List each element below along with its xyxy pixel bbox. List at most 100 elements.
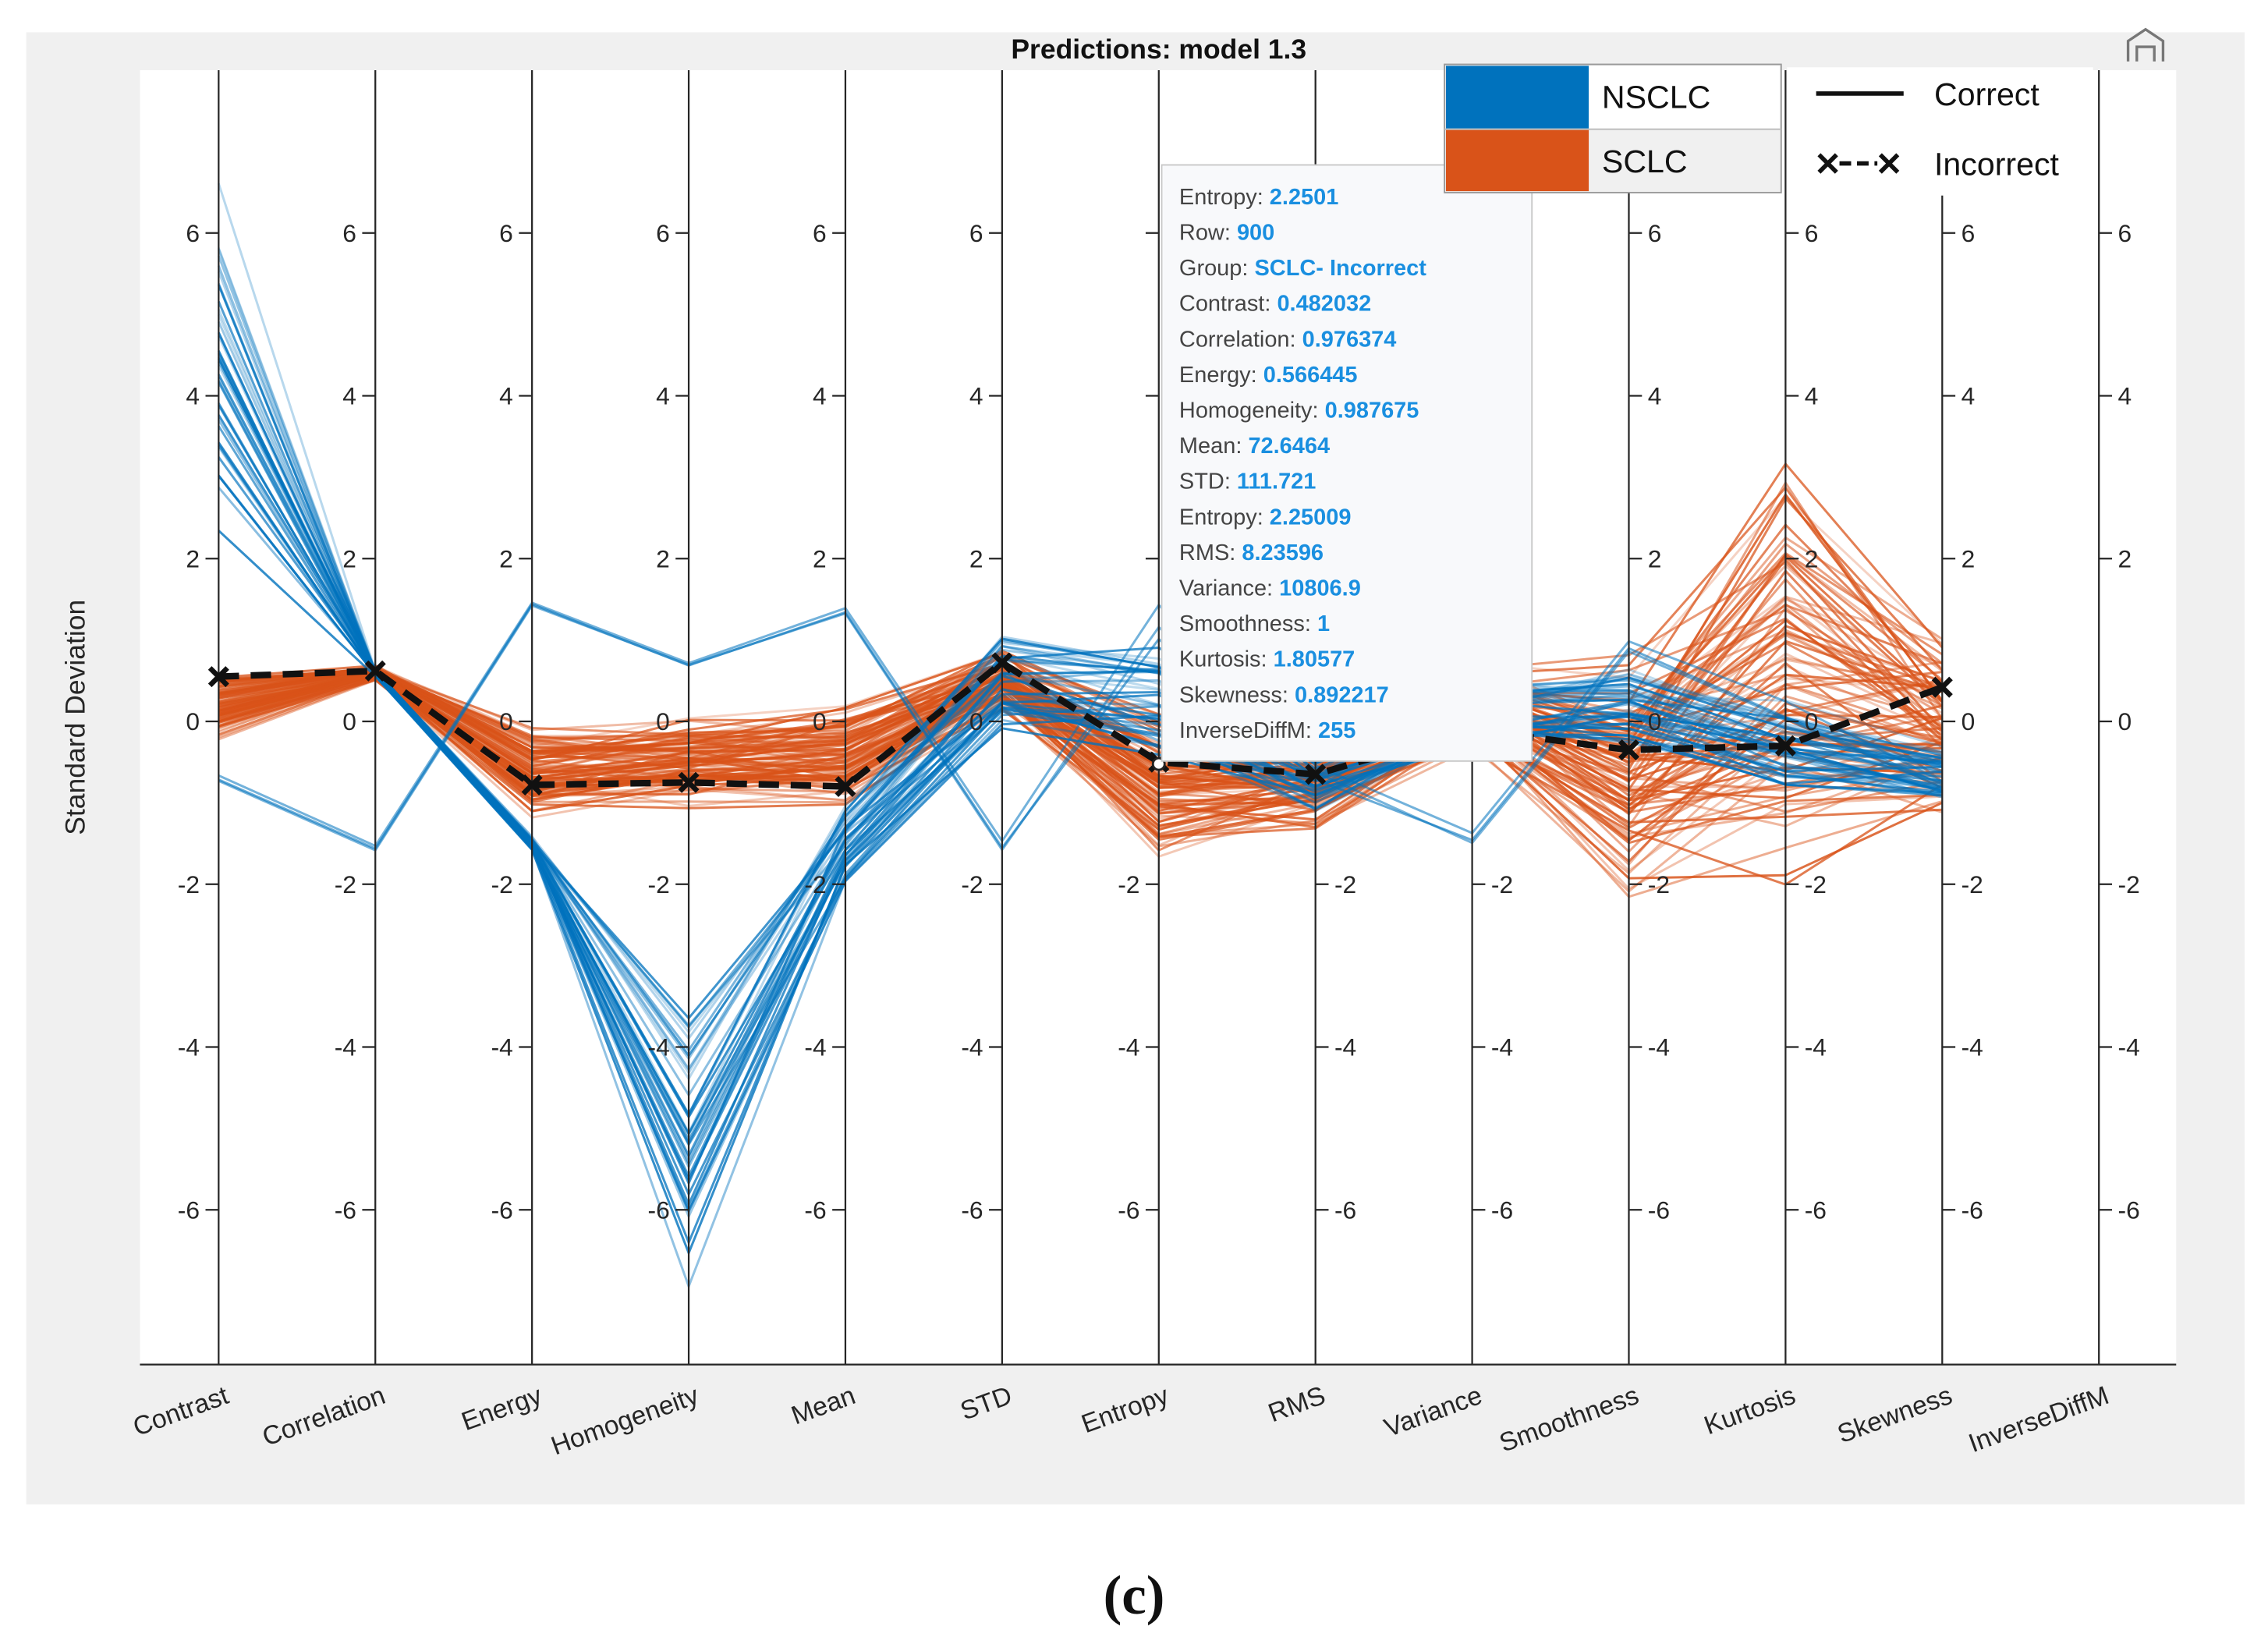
- datatip-row: Smoothness: 1: [1179, 611, 1330, 636]
- incorrect-marker: [991, 652, 1013, 674]
- tick-label: -2: [491, 870, 513, 898]
- tick-label: -4: [1648, 1033, 1670, 1061]
- datatip-value: 72.6464: [1248, 434, 1330, 459]
- datatip-row: Mean: 72.6464: [1179, 434, 1330, 459]
- incorrect-marker: [521, 774, 543, 796]
- datatip-value: 2.25009: [1270, 505, 1352, 530]
- tick-label: -6: [1491, 1196, 1513, 1224]
- series-line-nsclc: [218, 442, 1943, 1290]
- group-legend[interactable]: NSCLC SCLC: [1444, 63, 1782, 193]
- series-line-sclc: [218, 594, 1944, 760]
- datatip-value: 0.892217: [1295, 682, 1389, 707]
- tick-label: -2: [2118, 870, 2140, 898]
- datatip-label: Contrast:: [1179, 292, 1278, 317]
- tick-label: 6: [1961, 219, 1976, 247]
- series-line-nsclc: [217, 265, 1943, 1159]
- tick-label: 0: [969, 707, 983, 735]
- datatip-row: Group: SCLC- Incorrect: [1179, 256, 1426, 281]
- incorrect-marker: [678, 771, 700, 793]
- tick-label: -6: [648, 1196, 670, 1224]
- tick-label: -4: [335, 1033, 356, 1061]
- datatip-value: 111.721: [1237, 470, 1316, 494]
- series-line-sclc: [218, 641, 1944, 798]
- datatip-row: Kurtosis: 1.80577: [1179, 647, 1355, 672]
- series-line-nsclc: [217, 284, 1943, 1120]
- figure-caption: (c): [1104, 1565, 1165, 1626]
- tick-label: 4: [186, 382, 200, 410]
- incorrect-marker: [1931, 676, 1953, 698]
- tick-label: -2: [335, 870, 356, 898]
- home-icon[interactable]: [2126, 27, 2165, 62]
- tick-label: -4: [1118, 1033, 1139, 1061]
- datatip-row: STD: 111.721: [1179, 470, 1316, 494]
- datatip-label: Row:: [1179, 221, 1237, 246]
- tick-label: -4: [804, 1033, 826, 1061]
- tick-label: 6: [499, 219, 513, 247]
- tick-label: -2: [1334, 870, 1356, 898]
- incorrect-marker: [1618, 739, 1640, 761]
- series-line-sclc: [218, 494, 1944, 748]
- style-legend[interactable]: Correct Incorrect: [1787, 67, 2093, 196]
- chart-title: Predictions: model 1.3: [1011, 34, 1306, 65]
- tick-label: 4: [1961, 382, 1976, 410]
- tick-label: 4: [499, 382, 513, 410]
- tick-label: 4: [656, 382, 670, 410]
- series-line-nsclc: [217, 248, 1943, 1072]
- datatip-row: Correlation: 0.976374: [1179, 327, 1396, 352]
- datatip-label: Entropy:: [1179, 505, 1270, 530]
- series-line-sclc: [218, 674, 1943, 821]
- series-line-nsclc: [218, 601, 1943, 848]
- tick-label: 0: [1648, 707, 1662, 735]
- tick-label: 4: [1805, 382, 1819, 410]
- tick-label: 2: [342, 544, 356, 572]
- tick-label: -4: [491, 1033, 513, 1061]
- tick-label: 6: [1648, 219, 1662, 247]
- series-line-sclc: [218, 675, 1943, 813]
- datatip-value: 2.2501: [1270, 185, 1339, 210]
- tick-label: -6: [1334, 1196, 1356, 1224]
- datatip-value: SCLC- Incorrect: [1254, 256, 1426, 281]
- datatip-value: 0.976374: [1302, 327, 1397, 352]
- tick-label: -2: [1805, 870, 1827, 898]
- datatip-value: 8.23596: [1242, 540, 1324, 565]
- tick-label: -2: [804, 870, 826, 898]
- legend-label-correct: Correct: [1934, 76, 2039, 112]
- tick-label: 0: [2118, 707, 2132, 735]
- legend-swatch-sclc: [1445, 129, 1589, 192]
- datatip-label: RMS:: [1179, 540, 1242, 565]
- tick-label: 6: [969, 219, 983, 247]
- tick-label: 6: [813, 219, 827, 247]
- tick-label: 2: [186, 544, 200, 572]
- legend-label-sclc: SCLC: [1602, 144, 1688, 179]
- tick-label: -2: [1648, 870, 1670, 898]
- tick-label: -6: [178, 1196, 200, 1224]
- datatip-label: Mean:: [1179, 434, 1249, 459]
- datatip-row: RMS: 8.23596: [1179, 540, 1324, 565]
- series-line-sclc: [218, 677, 1943, 863]
- tick-label: -6: [1961, 1196, 1983, 1224]
- tick-label: -4: [178, 1033, 200, 1061]
- tick-label: 0: [1961, 707, 1976, 735]
- datatip-row: Energy: 0.566445: [1179, 363, 1358, 388]
- tick-label: 4: [2118, 382, 2132, 410]
- incorrect-marker: [835, 775, 856, 798]
- datatip-label: Group:: [1179, 256, 1255, 281]
- tick-label: 0: [656, 707, 670, 735]
- tick-label: -4: [2118, 1033, 2140, 1061]
- tick-label: -6: [335, 1196, 356, 1224]
- tick-label: 0: [813, 707, 827, 735]
- series-line-sclc: [218, 485, 1944, 769]
- datatip-label: Entropy:: [1179, 185, 1270, 210]
- tick-label: -2: [1118, 870, 1139, 898]
- datatip-label: Variance:: [1179, 576, 1279, 601]
- datatip-value: 1: [1317, 611, 1330, 636]
- tick-label: -6: [804, 1196, 826, 1224]
- tick-label: -6: [961, 1196, 983, 1224]
- tick-label: 6: [2118, 219, 2132, 247]
- tick-label: -4: [648, 1033, 670, 1061]
- tick-label: 2: [969, 544, 983, 572]
- datatip-row: InverseDiffM: 255: [1179, 718, 1355, 743]
- series-line-nsclc: [217, 182, 1943, 1082]
- legend-incorrect-marker: [1817, 153, 1900, 174]
